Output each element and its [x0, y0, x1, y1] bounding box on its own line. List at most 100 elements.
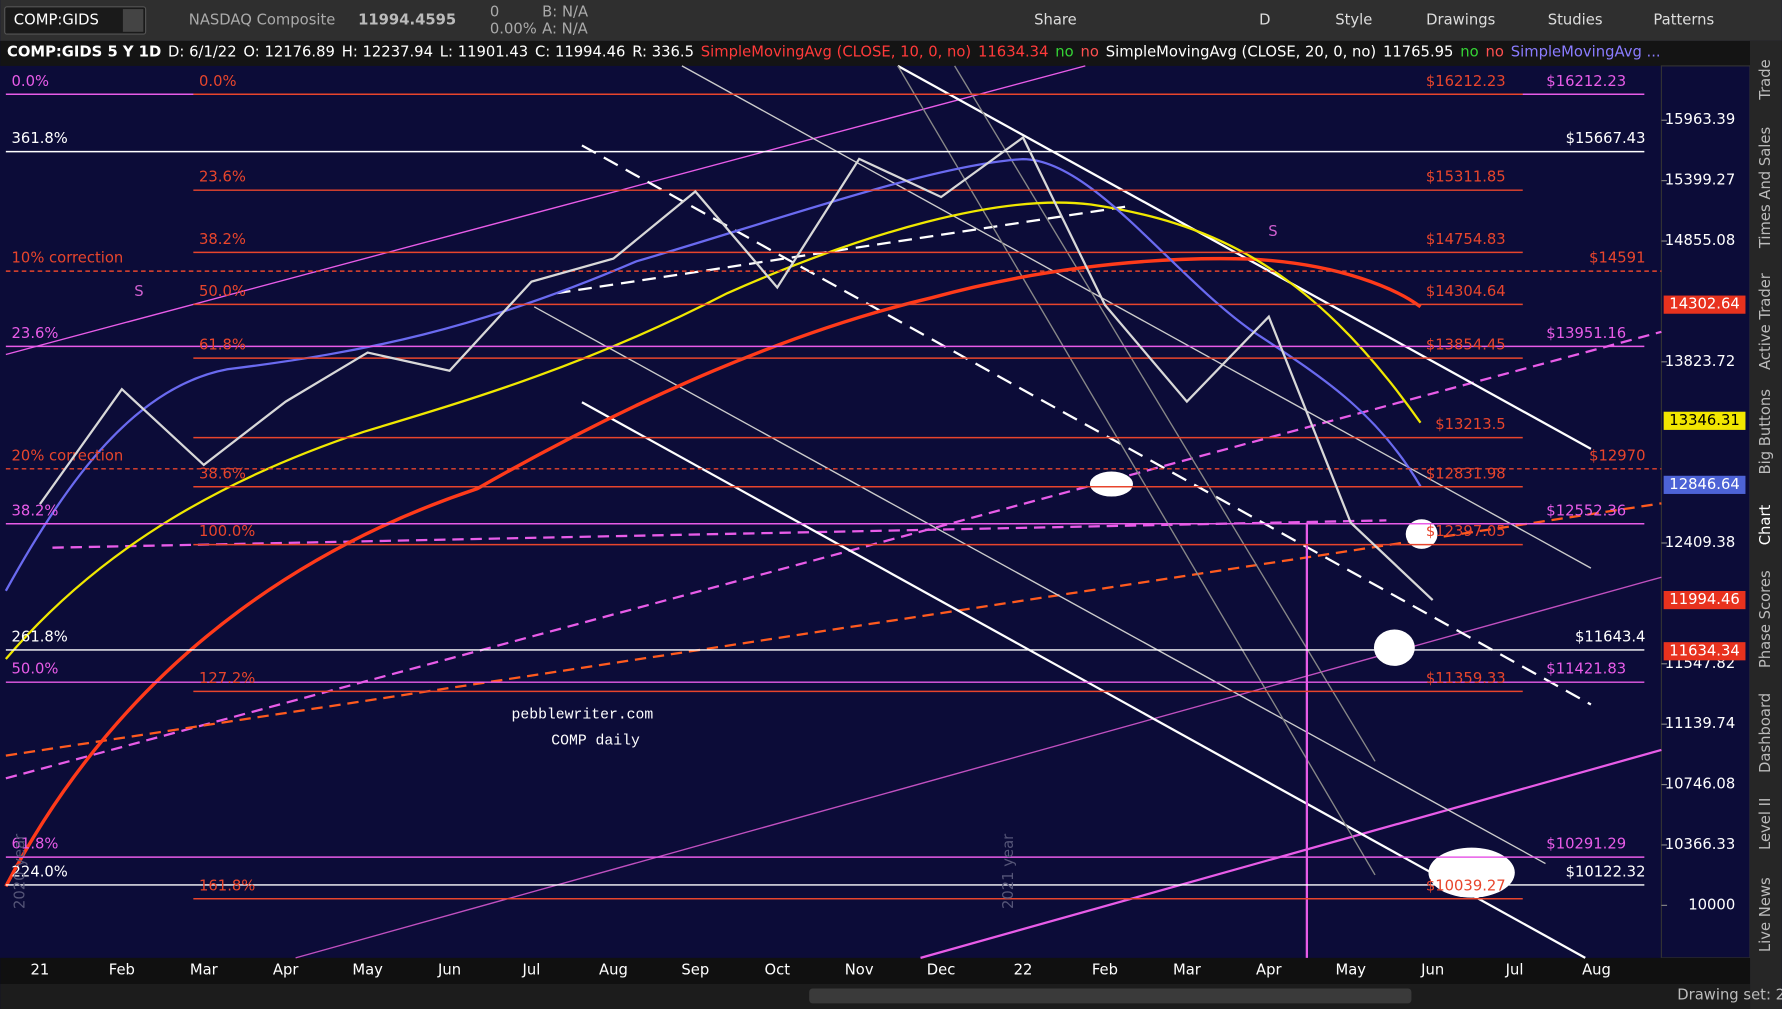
level-label: 161.8% — [199, 877, 255, 894]
price-marker-label: 14302.64 — [1669, 296, 1739, 313]
side-tab[interactable]: Trade — [1757, 59, 1774, 100]
level-price: $10291.29 — [1546, 836, 1626, 853]
level-price: $14754.83 — [1426, 231, 1506, 248]
trend-line — [295, 576, 1662, 959]
level-price: $12397.05 — [1426, 523, 1506, 540]
info-item: O: 12176.89 — [243, 43, 335, 60]
x-tick-label: 21 — [31, 961, 50, 978]
level-price: $12552.36 — [1546, 502, 1626, 519]
sma-curve — [4, 157, 1422, 592]
side-tab[interactable]: Level II — [1757, 798, 1774, 850]
level-label: 61.8% — [12, 836, 59, 853]
x-tick-label: May — [1335, 961, 1366, 978]
status: Drawing set: 2022-0519 — [1677, 986, 1782, 1003]
level-price: $11359.33 — [1426, 670, 1506, 687]
annotation: S — [1268, 223, 1277, 240]
level-label: 50.0% — [199, 283, 246, 300]
x-tick-label: May — [352, 961, 383, 978]
trend-line — [5, 502, 1662, 757]
trend-line — [52, 519, 1387, 549]
level-label: 10% correction — [12, 250, 124, 267]
annotation: COMP daily — [551, 734, 640, 750]
drawings — [4, 64, 1662, 959]
x-tick-label: Mar — [190, 961, 219, 978]
info-item: SimpleMovingAvg (CLOSE, 20, 0, no) — [1106, 43, 1376, 60]
x-tick-label: Jul — [1505, 961, 1524, 978]
y-tick-label: 11139.74 — [1665, 715, 1735, 732]
info-item: no — [1485, 43, 1503, 60]
side-tab[interactable]: Chart — [1757, 504, 1774, 545]
side-tab[interactable]: Big Buttons — [1757, 389, 1774, 474]
scroll-thumb[interactable] — [809, 988, 1412, 1004]
price-marker — [1663, 642, 1746, 661]
y-tick-label: 14855.08 — [1665, 232, 1735, 249]
info-item: SimpleMovingAvg (CLOSE, 10, 0, no) — [701, 43, 971, 60]
level-label: 38.2% — [199, 231, 246, 248]
annotation: pebblewriter.com — [511, 708, 653, 724]
level-label: 38.6% — [199, 465, 246, 482]
symbol-box[interactable] — [4, 6, 147, 35]
y-tick-label: 10366.33 — [1665, 836, 1735, 853]
annotation: 2020 year — [12, 833, 29, 909]
x-tick-label: Jul — [522, 961, 541, 978]
price-marker-label: 11994.46 — [1669, 591, 1739, 608]
level-label: 61.8% — [199, 337, 246, 354]
change: 0 — [490, 3, 499, 20]
symbol-dropdown[interactable] — [122, 9, 144, 32]
side-tab[interactable]: Dashboard — [1757, 693, 1774, 773]
info-item: 11634.34 — [978, 43, 1048, 60]
trend-line — [954, 65, 1376, 762]
toolbar — [0, 0, 1782, 41]
x-tick-label: Nov — [845, 961, 874, 978]
info-item: COMP:GIDS 5 Y 1D — [7, 43, 161, 60]
level-price: $15311.85 — [1426, 169, 1506, 186]
price-marker — [1663, 411, 1746, 430]
price-marker-label: 13346.31 — [1669, 412, 1739, 429]
level-price: $12970 — [1589, 447, 1645, 464]
trend-line — [920, 748, 1662, 959]
info-item: no — [1081, 43, 1099, 60]
ask: A: N/A — [542, 21, 588, 38]
highlight — [1089, 471, 1134, 497]
info-item: H: 12237.94 — [342, 43, 433, 60]
trend-line — [581, 144, 1592, 706]
trend-line — [556, 205, 1126, 295]
highlight — [1373, 629, 1415, 666]
y-tick-label: 15399.27 — [1665, 172, 1735, 189]
symbol[interactable]: COMP:GIDS — [14, 11, 99, 28]
side-tab[interactable]: Phase Scores — [1757, 570, 1774, 668]
side-tab[interactable]: Times And Sales — [1757, 127, 1774, 249]
x-tick-label: Feb — [1092, 961, 1118, 978]
toolbar-button[interactable]: Studies — [1548, 11, 1603, 28]
trend-line — [581, 401, 1586, 959]
side-tab[interactable]: Active Trader — [1757, 272, 1774, 370]
level-label: 23.6% — [199, 169, 246, 186]
toolbar-button[interactable]: Patterns — [1653, 11, 1714, 28]
symbol-name: NASDAQ Composite — [189, 11, 336, 28]
price-marker — [1663, 295, 1746, 314]
y-tick-label: 12409.38 — [1665, 534, 1735, 551]
toolbar-button[interactable]: D — [1259, 11, 1270, 28]
level-price: $13854.45 — [1426, 337, 1506, 354]
last-price: 11994.4595 — [358, 11, 456, 28]
level-label: 0.0% — [12, 73, 50, 90]
side-tab[interactable]: Live News — [1757, 877, 1774, 952]
x-tick-label: Jun — [1420, 961, 1444, 978]
levels: $16212.23 0.0% $16212.23 0.0% $15667.43 361.8… — [5, 73, 1662, 900]
toolbar-button[interactable]: Drawings — [1426, 11, 1495, 28]
level-price: $10122.32 — [1566, 863, 1646, 880]
toolbar-button[interactable]: Share — [1034, 11, 1077, 28]
toolbar-button[interactable]: Style — [1335, 11, 1372, 28]
trend-line — [5, 65, 1086, 356]
x-tick-label: Dec — [927, 961, 956, 978]
price-marker-label: 11634.34 — [1669, 642, 1739, 659]
info-item: D: 6/1/22 — [168, 43, 237, 60]
level-label: 261.8% — [12, 628, 68, 645]
info-item: SimpleMovingAvg ... — [1511, 43, 1661, 60]
x-tick-label: Aug — [1582, 961, 1611, 978]
level-label: 23.6% — [12, 325, 59, 342]
price-marker — [1663, 590, 1746, 610]
level-label: 50.0% — [12, 661, 59, 678]
